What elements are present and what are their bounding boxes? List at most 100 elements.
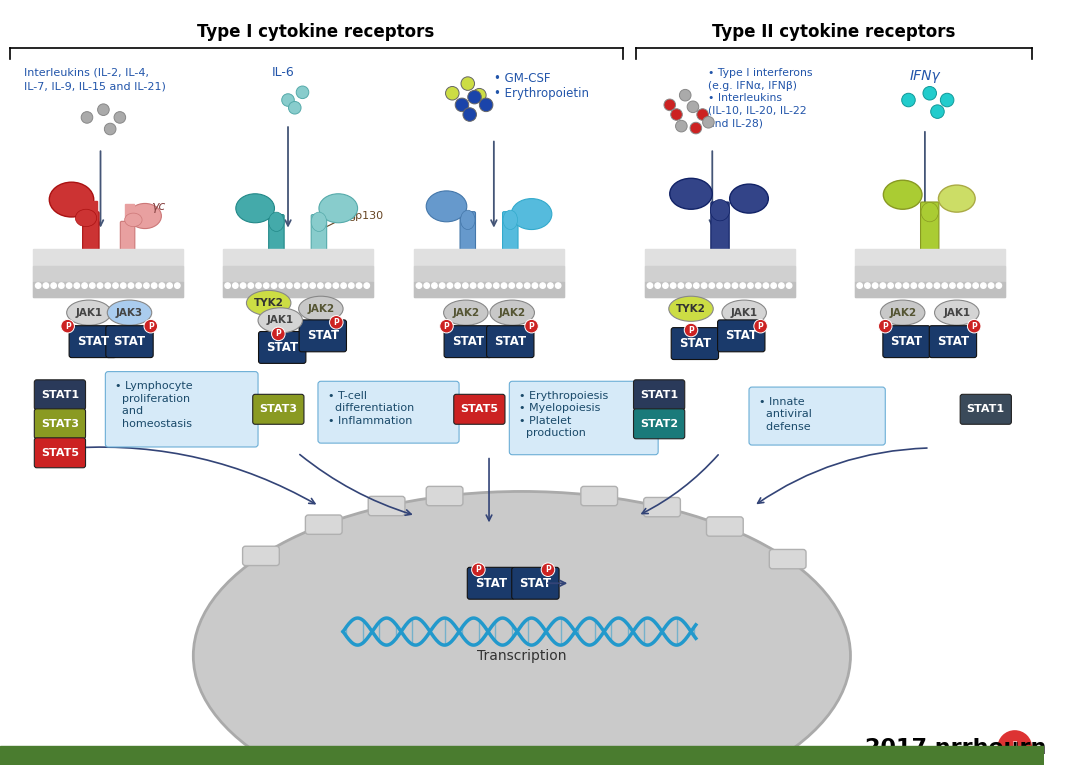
- Circle shape: [501, 283, 507, 289]
- FancyBboxPatch shape: [311, 215, 326, 268]
- Circle shape: [934, 283, 940, 289]
- Text: P: P: [882, 321, 888, 331]
- Text: • Interleukins: • Interleukins: [708, 93, 782, 103]
- Circle shape: [676, 121, 687, 132]
- Circle shape: [895, 283, 901, 289]
- Circle shape: [287, 300, 293, 306]
- Text: proliferation: proliferation: [114, 394, 190, 404]
- Bar: [414, 282, 564, 297]
- Text: STAT3: STAT3: [41, 419, 79, 429]
- Circle shape: [416, 283, 421, 289]
- Circle shape: [880, 300, 886, 306]
- Circle shape: [151, 300, 157, 306]
- Circle shape: [525, 320, 538, 333]
- Text: STAT: STAT: [725, 329, 757, 342]
- Text: STAT: STAT: [307, 329, 339, 342]
- Circle shape: [105, 283, 110, 289]
- Bar: [0, 745, 1043, 765]
- FancyBboxPatch shape: [269, 215, 284, 268]
- Text: • Myelopoiesis: • Myelopoiesis: [519, 403, 600, 413]
- Ellipse shape: [129, 203, 161, 229]
- Circle shape: [779, 283, 784, 289]
- Circle shape: [958, 300, 963, 306]
- Circle shape: [690, 122, 702, 134]
- Circle shape: [941, 93, 954, 107]
- Circle shape: [927, 300, 932, 306]
- Circle shape: [771, 283, 777, 289]
- Circle shape: [671, 109, 683, 121]
- Text: • Erythropoietin: • Erythropoietin: [494, 87, 589, 100]
- Text: • Erythropoiesis: • Erythropoiesis: [519, 391, 608, 401]
- Circle shape: [36, 283, 41, 289]
- Circle shape: [966, 300, 971, 306]
- Text: P: P: [688, 325, 693, 335]
- Circle shape: [310, 300, 315, 306]
- Circle shape: [112, 283, 118, 289]
- FancyBboxPatch shape: [487, 326, 534, 358]
- Circle shape: [988, 300, 994, 306]
- Circle shape: [888, 300, 893, 306]
- Text: STAT: STAT: [519, 576, 552, 590]
- Circle shape: [973, 300, 978, 306]
- FancyBboxPatch shape: [243, 546, 280, 566]
- Circle shape: [903, 300, 908, 306]
- Circle shape: [341, 300, 347, 306]
- Circle shape: [462, 283, 468, 289]
- Circle shape: [942, 283, 947, 289]
- FancyBboxPatch shape: [460, 212, 475, 268]
- Circle shape: [66, 283, 71, 289]
- Circle shape: [687, 101, 699, 113]
- Bar: [222, 266, 373, 282]
- Text: • Lymphocyte: • Lymphocyte: [114, 381, 192, 391]
- Circle shape: [532, 283, 538, 289]
- FancyBboxPatch shape: [35, 380, 85, 410]
- FancyBboxPatch shape: [106, 326, 153, 358]
- Circle shape: [232, 300, 238, 306]
- Circle shape: [532, 300, 538, 306]
- Text: STAT: STAT: [475, 576, 507, 590]
- Circle shape: [97, 283, 103, 289]
- Circle shape: [471, 283, 476, 289]
- Text: P: P: [148, 321, 153, 331]
- Circle shape: [136, 283, 141, 289]
- Circle shape: [779, 300, 784, 306]
- Circle shape: [856, 283, 862, 289]
- FancyBboxPatch shape: [671, 328, 718, 359]
- Text: STAT: STAT: [113, 335, 146, 348]
- FancyBboxPatch shape: [427, 486, 463, 506]
- Circle shape: [678, 283, 684, 289]
- FancyBboxPatch shape: [69, 326, 117, 358]
- Circle shape: [873, 300, 878, 306]
- Bar: [0, 492, 1043, 778]
- FancyBboxPatch shape: [581, 486, 618, 506]
- Circle shape: [264, 300, 269, 306]
- Circle shape: [732, 283, 738, 289]
- Circle shape: [732, 300, 738, 306]
- Text: P: P: [758, 321, 764, 331]
- Text: JAK2: JAK2: [453, 307, 480, 317]
- Bar: [855, 249, 1004, 297]
- Circle shape: [114, 111, 125, 123]
- Circle shape: [710, 300, 715, 306]
- Circle shape: [663, 300, 669, 306]
- Circle shape: [325, 283, 330, 289]
- Text: JAK1: JAK1: [267, 315, 294, 325]
- Circle shape: [333, 300, 338, 306]
- Circle shape: [121, 300, 126, 306]
- Circle shape: [740, 283, 745, 289]
- FancyBboxPatch shape: [468, 567, 515, 599]
- Circle shape: [241, 300, 246, 306]
- Circle shape: [873, 283, 878, 289]
- Circle shape: [678, 300, 684, 306]
- Circle shape: [256, 300, 261, 306]
- Circle shape: [647, 300, 652, 306]
- Text: antiviral: antiviral: [758, 409, 811, 419]
- Text: gp130: gp130: [348, 211, 383, 221]
- Ellipse shape: [269, 212, 284, 232]
- Ellipse shape: [235, 194, 274, 223]
- Bar: [33, 249, 184, 297]
- Circle shape: [455, 98, 469, 111]
- Circle shape: [364, 300, 369, 306]
- Bar: [414, 266, 564, 282]
- Circle shape: [136, 300, 141, 306]
